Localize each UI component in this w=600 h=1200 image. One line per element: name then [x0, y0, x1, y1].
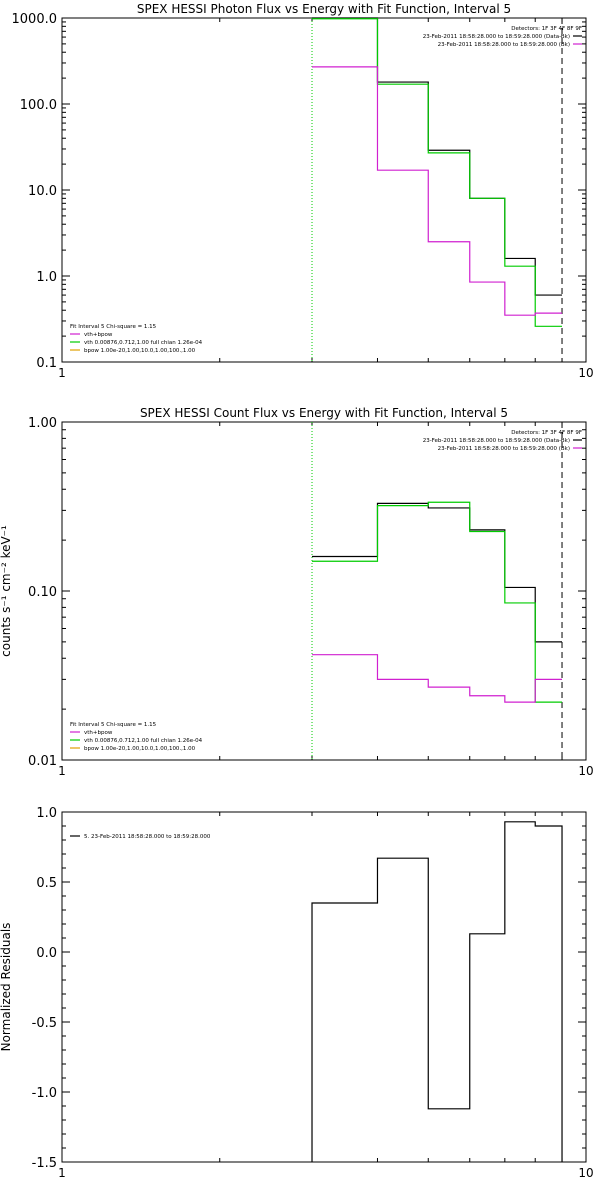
- legend-header: Fit Interval 5 Chi-square = 1.15: [70, 722, 157, 728]
- legend-entry: 5. 23-Feb-2011 18:58:28.000 to 18:59:28.…: [84, 834, 211, 840]
- y-tick-label: 0.01: [28, 754, 57, 769]
- plot-frame: [61, 811, 587, 1163]
- plot-frame: [61, 17, 587, 363]
- series-line-series-1: [311, 821, 563, 1162]
- legend-left: Fit Interval 5 Chi-square = 1.15 vth+bpow…: [70, 722, 203, 752]
- legend-right: Detectors: 1F 3F 4F 8F 9F 23-Feb-2011 18:…: [423, 26, 582, 48]
- chart-panel-2: SPEX HESSI Count Flux vs Energy with Fit…: [0, 406, 594, 778]
- legend-entry: 23-Feb-2011 18:58:28.000 to 18:59:28.000…: [438, 42, 570, 48]
- series-line-series-3: [312, 654, 563, 703]
- chart-panel-1: SPEX HESSI Photon Flux vs Energy with Fi…: [12, 2, 594, 380]
- x-tick-label: 10: [578, 366, 593, 380]
- legend-entry: bpow 1.00e-20,1.00,10.0,1.00,100.,1.00: [84, 746, 196, 752]
- y-tick-label: -1.0: [32, 1086, 57, 1101]
- legend-header: Detectors: 1F 3F 4F 8F 9F: [511, 26, 582, 32]
- y-tick-label: -0.5: [32, 1016, 57, 1031]
- legend-left: Fit Interval 5 Chi-square = 1.15 vth+bpow…: [70, 324, 203, 354]
- y-axis-label: counts s⁻¹ cm⁻² keV⁻¹: [0, 525, 13, 657]
- series-line-vth: [312, 18, 563, 327]
- plot-frame: [61, 421, 587, 761]
- legend-entry: 23-Feb-2011 18:58:28.000 to 18:59:28.000…: [423, 438, 570, 444]
- y-axis-ticks: -1.5 -1.0 -0.5 0.0 0.5 1.0: [32, 806, 586, 1171]
- y-tick-label: 100.0: [20, 98, 57, 113]
- series-line-series-3: [312, 66, 563, 316]
- y-axis-label: Normalized Residuals: [0, 923, 13, 1052]
- x-axis-ticks: 1 10: [58, 812, 594, 1180]
- y-tick-label: 1.0: [36, 270, 57, 285]
- series-line-series-1: [312, 17, 563, 296]
- legend-entry: 23-Feb-2011 18:58:28.000 to 18:59:28.000…: [438, 446, 570, 452]
- chart-panel-3: Normalized Residuals 1 10 -1.5 -1.0 -0.5 0.0 0.…: [0, 806, 594, 1180]
- y-tick-label: 10.0: [28, 184, 57, 199]
- x-tick-label: 1: [58, 366, 66, 380]
- x-tick-label: 1: [58, 1166, 66, 1180]
- legend-right: Detectors: 1F 3F 4F 8F 9F 23-Feb-2011 18:…: [423, 430, 582, 452]
- chart-title: SPEX HESSI Photon Flux vs Energy with Fi…: [137, 2, 511, 16]
- y-tick-label: 0.5: [36, 876, 57, 891]
- legend-header: Fit Interval 5 Chi-square = 1.15: [70, 324, 157, 330]
- series-line-vth: [312, 501, 563, 703]
- y-tick-label: 0.10: [28, 585, 57, 600]
- x-tick-label: 10: [578, 1166, 593, 1180]
- x-tick-label: 1: [58, 764, 66, 778]
- legend-entry: bpow 1.00e-20,1.00,10.0,1.00,100.,1.00: [84, 348, 196, 354]
- chart-title: SPEX HESSI Count Flux vs Energy with Fit…: [140, 406, 508, 420]
- legend-header: Detectors: 1F 3F 4F 8F 9F: [511, 430, 582, 436]
- legend-entry: vth 0.00876,0.712,1.00 full chian 1.26e-…: [84, 738, 203, 744]
- y-axis-ticks: 0.01 0.10 1.00: [28, 416, 586, 769]
- y-tick-label: 1.00: [28, 416, 57, 431]
- y-tick-label: 1.0: [36, 806, 57, 821]
- x-tick-label: 10: [578, 764, 593, 778]
- legend-entry: vth 0.00876,0.712,1.00 full chian 1.26e-…: [84, 340, 203, 346]
- legend-entry: vth+bpow: [84, 332, 113, 338]
- y-tick-label: -1.5: [32, 1156, 57, 1171]
- y-tick-label: 0.1: [36, 356, 57, 371]
- y-axis-ticks: 0.1 1.0 10.0 100.0 1000.0: [12, 12, 586, 371]
- y-tick-label: 1000.0: [12, 12, 58, 27]
- legend-entry: 23-Feb-2011 18:58:28.000 to 18:59:28.000…: [423, 34, 570, 40]
- legend-left: 5. 23-Feb-2011 18:58:28.000 to 18:59:28.…: [70, 834, 211, 840]
- y-tick-label: 0.0: [36, 946, 57, 961]
- x-axis-ticks: 1 10: [58, 422, 594, 778]
- series-line-series-1: [312, 502, 563, 643]
- legend-entry: vth+bpow: [84, 730, 113, 736]
